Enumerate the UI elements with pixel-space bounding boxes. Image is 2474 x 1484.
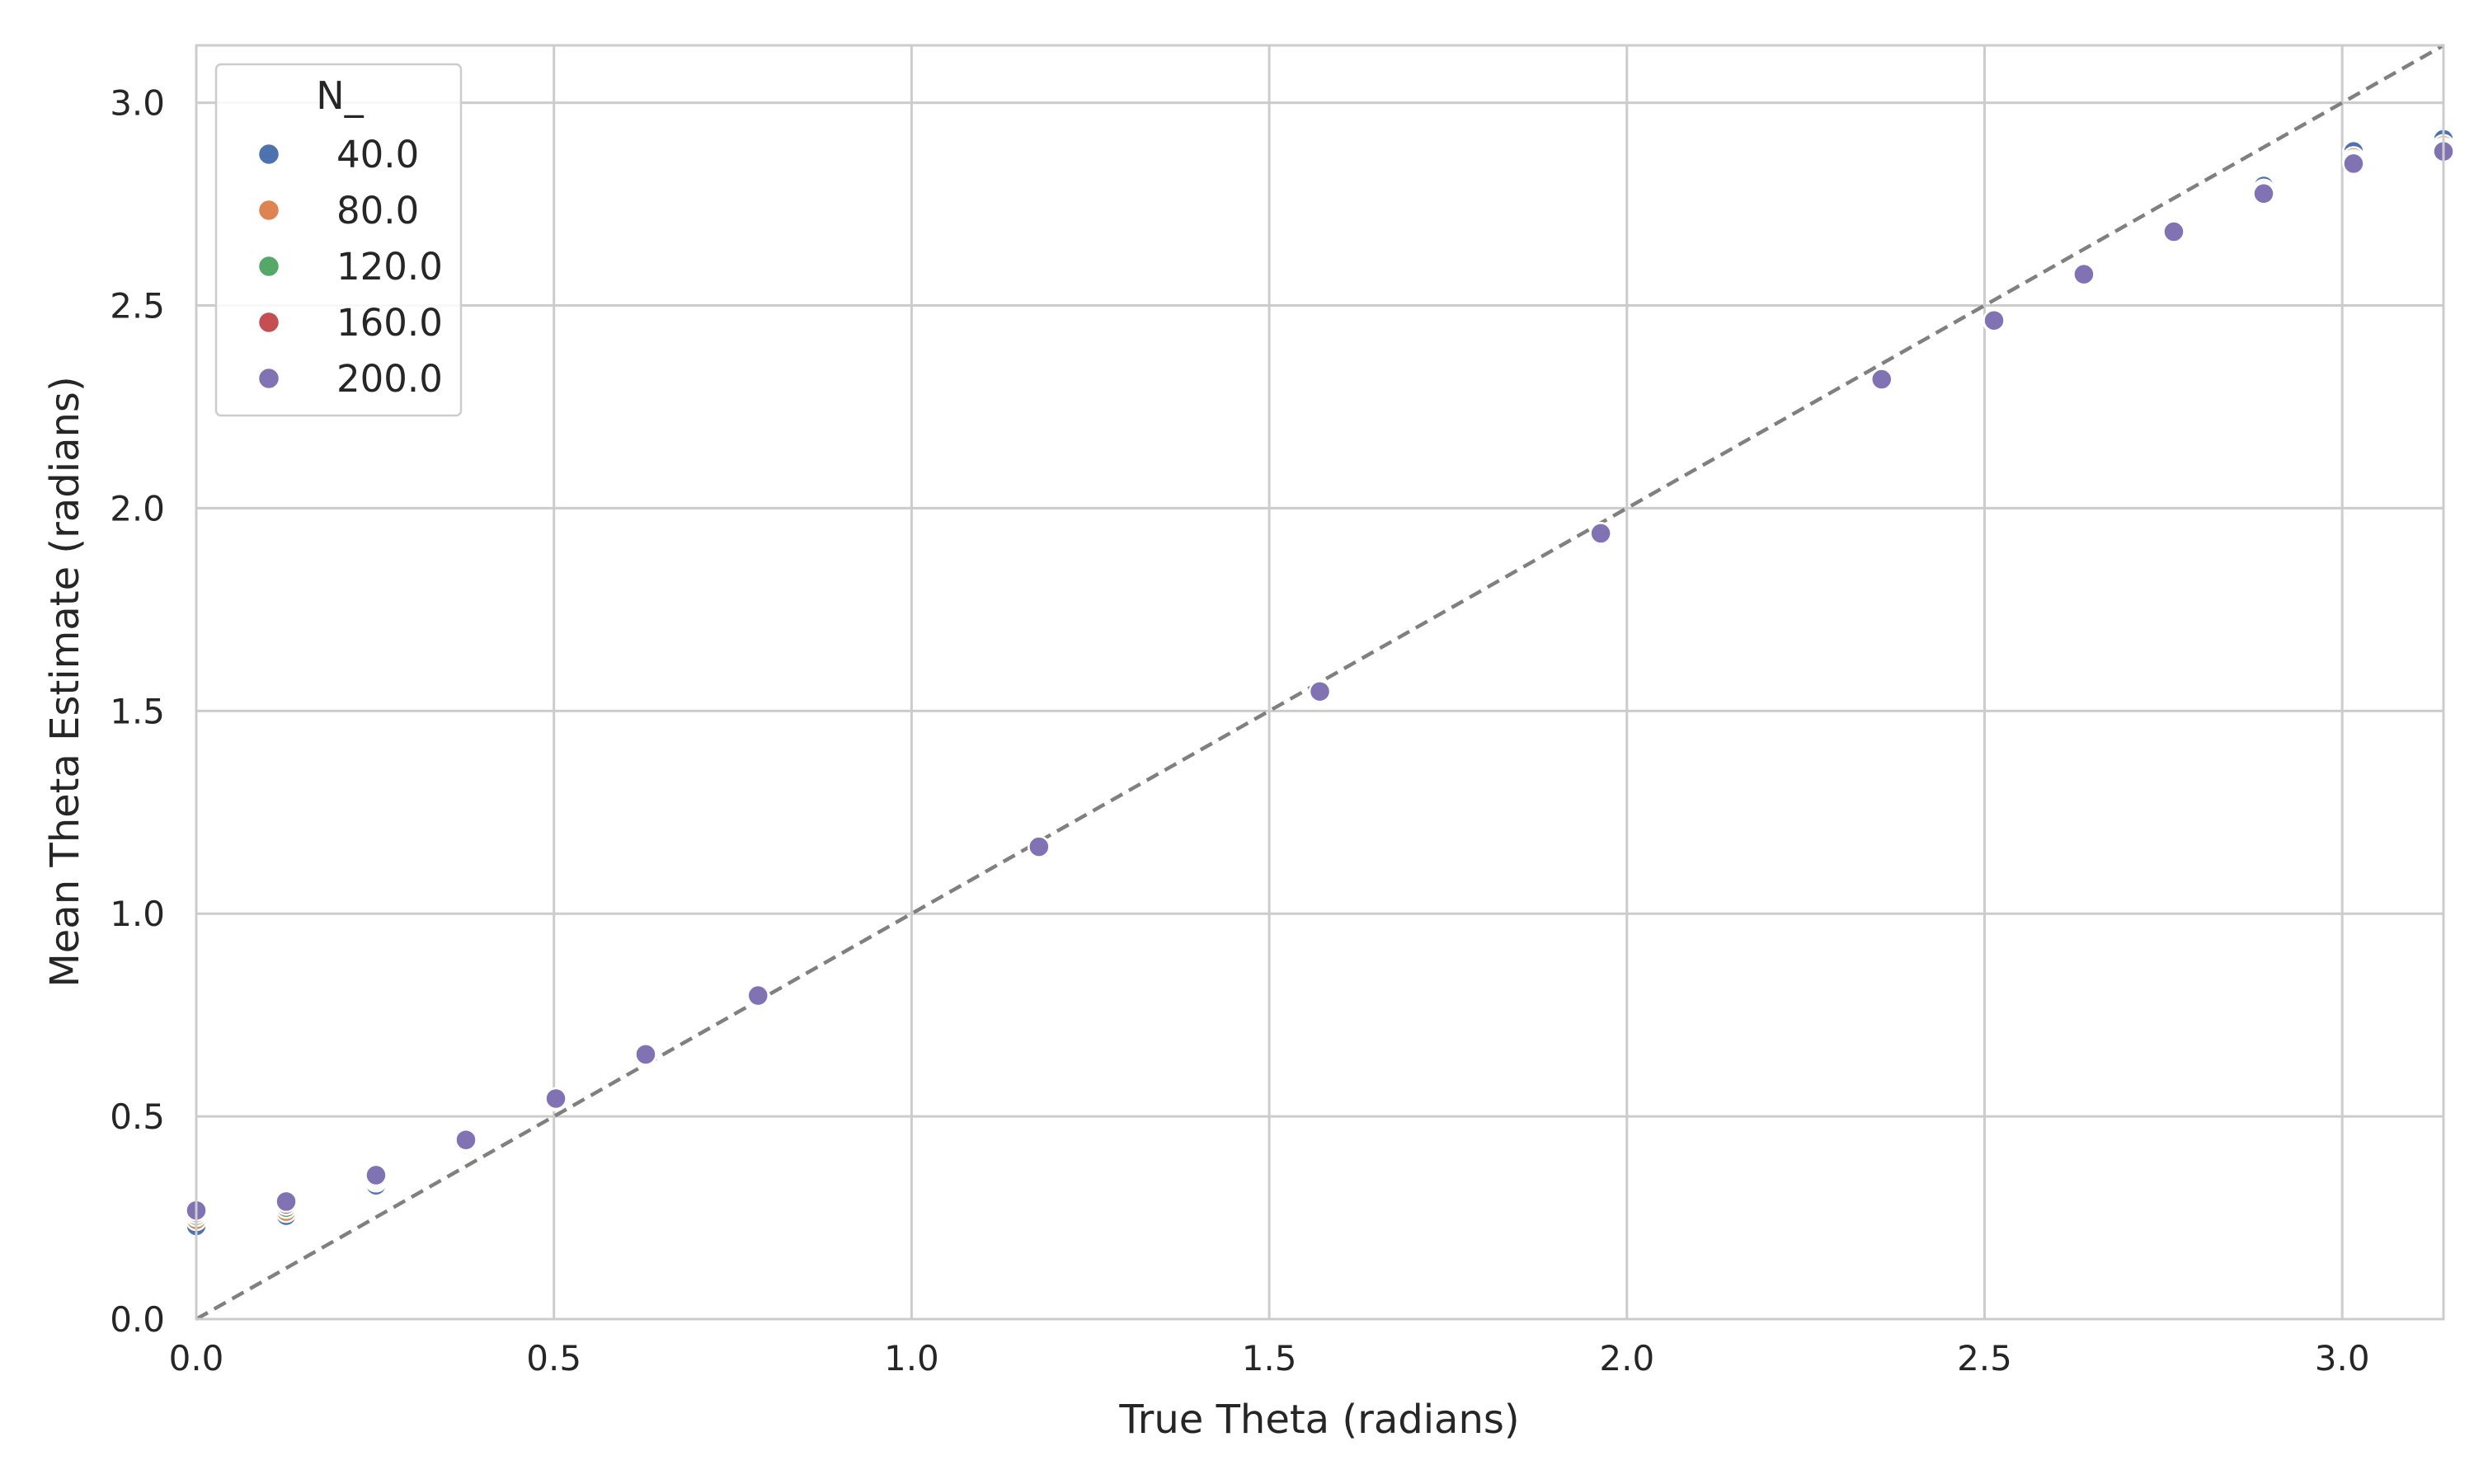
data-point (454, 1128, 477, 1152)
x-tick-label: 1.0 (884, 1338, 939, 1378)
x-tick-label: 0.0 (169, 1338, 224, 1378)
data-points (185, 128, 2455, 1237)
x-tick-label: 3.0 (2315, 1338, 2370, 1378)
y-tick-label: 2.5 (110, 286, 165, 326)
data-point (1982, 308, 2006, 332)
plot-frame (195, 44, 2445, 1321)
identity-line (195, 44, 2445, 1321)
legend-label: 40.0 (336, 133, 419, 176)
legend-title: N_ (316, 73, 364, 118)
data-point (2072, 262, 2095, 286)
x-tick-label: 1.5 (1242, 1338, 1297, 1378)
data-point (544, 1087, 567, 1111)
y-tick-label: 3.0 (110, 83, 165, 124)
y-tick-label: 2.0 (110, 488, 165, 528)
legend-label: 120.0 (336, 245, 443, 289)
data-point (2252, 182, 2275, 205)
data-point (365, 1163, 388, 1187)
data-point (1028, 835, 1051, 858)
legend-label: 200.0 (336, 357, 443, 401)
y-tick-label: 1.5 (110, 691, 165, 731)
y-axis-label: Mean Theta Estimate (radians) (42, 376, 88, 987)
data-point (1308, 679, 1332, 703)
x-tick-label: 0.5 (526, 1338, 581, 1378)
y-tick-label: 0.0 (110, 1299, 165, 1340)
legend-marker (256, 142, 281, 167)
legend-marker (256, 366, 281, 391)
legend-items: 40.0 80.0 120.0 160.0 200.0 (256, 133, 443, 401)
data-point (746, 984, 769, 1007)
legend-marker (256, 254, 281, 279)
data-point (275, 1190, 298, 1214)
legend: N_ 40.0 80.0 120.0 160.0 200.0 (214, 63, 463, 417)
y-tick-label: 0.5 (110, 1097, 165, 1137)
data-point (634, 1043, 657, 1066)
data-point (2162, 220, 2185, 243)
data-point (1589, 522, 1612, 545)
x-tick-labels: 0.0 0.5 1.0 1.5 2.0 2.5 3.0 (169, 1338, 2370, 1378)
legend-label: 160.0 (336, 301, 443, 345)
legend-label: 80.0 (336, 189, 419, 232)
data-point (2342, 152, 2365, 176)
data-point (1870, 368, 1893, 391)
legend-marker (256, 198, 281, 223)
x-tick-label: 2.5 (1957, 1338, 2012, 1378)
y-tick-labels: 0.0 0.5 1.0 1.5 2.0 2.5 3.0 (110, 83, 165, 1340)
legend-marker (256, 310, 281, 335)
x-axis-label: True Theta (radians) (1118, 1397, 1519, 1443)
x-tick-label: 2.0 (1599, 1338, 1654, 1378)
y-tick-label: 1.0 (110, 894, 165, 934)
